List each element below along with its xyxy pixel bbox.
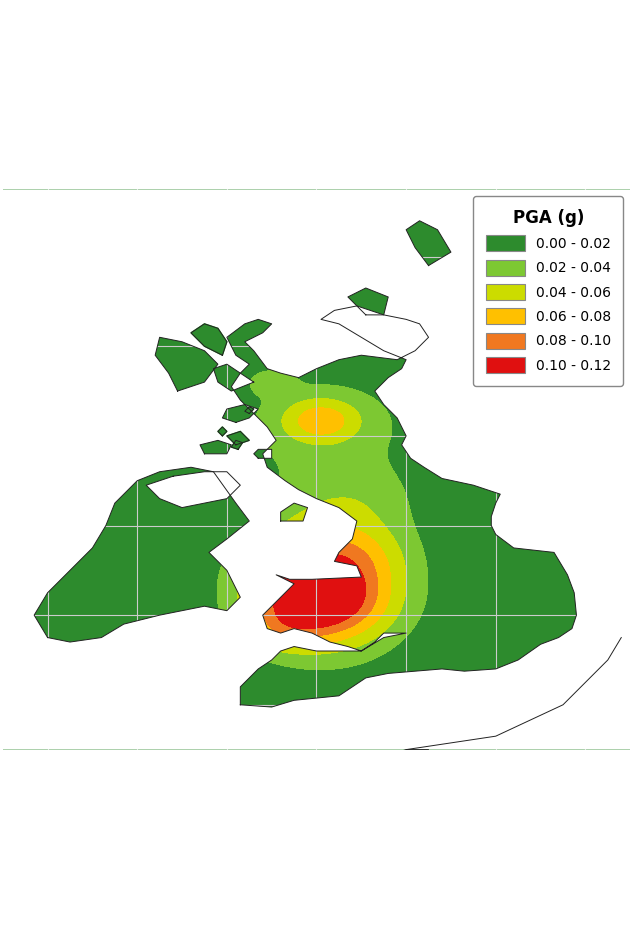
Polygon shape xyxy=(191,324,227,355)
Polygon shape xyxy=(218,427,227,436)
Polygon shape xyxy=(227,431,249,445)
PathPatch shape xyxy=(3,190,630,749)
Polygon shape xyxy=(245,407,254,413)
Polygon shape xyxy=(231,440,242,450)
Legend: 0.00 - 0.02, 0.02 - 0.04, 0.04 - 0.06, 0.06 - 0.08, 0.08 - 0.10, 0.10 - 0.12: 0.00 - 0.02, 0.02 - 0.04, 0.04 - 0.06, 0… xyxy=(473,196,624,386)
